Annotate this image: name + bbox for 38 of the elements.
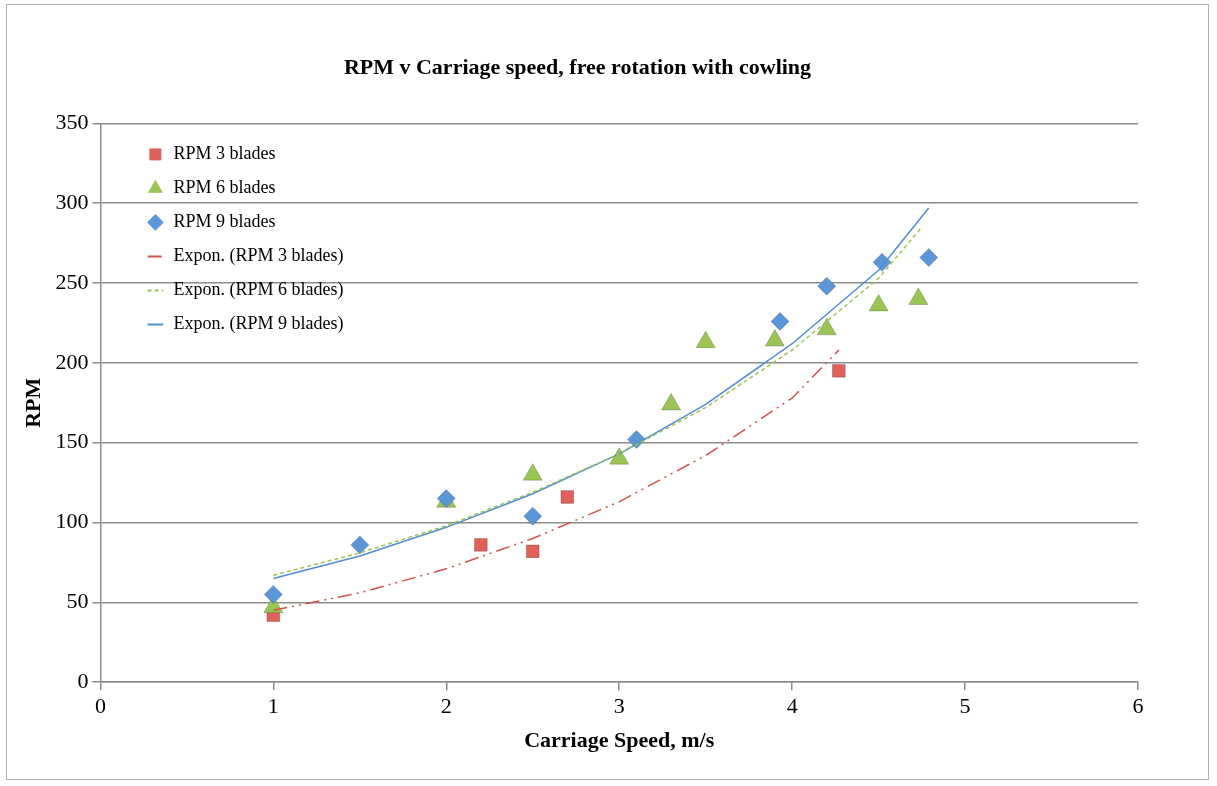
x-tick-label: 6 [1132,693,1144,719]
legend-label: Expon. (RPM 6 blades) [173,279,344,301]
point [473,538,488,552]
chart-title: RPM v Carriage speed, free rotation with cowling [343,53,812,79]
point [350,535,370,555]
y-tick-label: 250 [55,268,89,294]
y-tick-label: 300 [55,189,89,215]
point [525,544,540,559]
x-tick-label: 5 [959,693,971,719]
point [919,248,939,268]
point [908,287,929,306]
point [560,490,575,504]
y-tick-label: 0 [77,667,89,693]
x-tick-label: 2 [440,693,452,719]
point [523,506,543,526]
legend-label: RPM 9 blades [173,211,276,232]
point [872,252,892,272]
y-axis-title: RPM [19,377,45,428]
x-tick-label: 1 [267,693,279,719]
x-tick-label: 4 [786,693,798,719]
point [770,311,790,331]
point [817,276,837,296]
x-tick-label: 0 [94,693,106,719]
y-tick-label: 350 [55,109,89,135]
y-tick-label: 150 [55,428,89,454]
point [695,330,716,349]
x-axis-title: Carriage Speed, m/s [524,727,715,753]
y-tick-label: 200 [55,348,89,374]
y-tick-label: 100 [55,508,89,534]
y-tick-label: 50 [66,588,89,614]
legend-label: Expon. (RPM 3 blades) [173,245,344,267]
point [831,364,846,378]
legend-label: RPM 6 blades [173,177,276,198]
point [263,584,283,604]
x-tick-label: 3 [613,693,625,719]
legend-label: Expon. (RPM 9 blades) [173,313,344,335]
legend-label: RPM 3 blades [173,143,276,164]
point [764,329,785,347]
